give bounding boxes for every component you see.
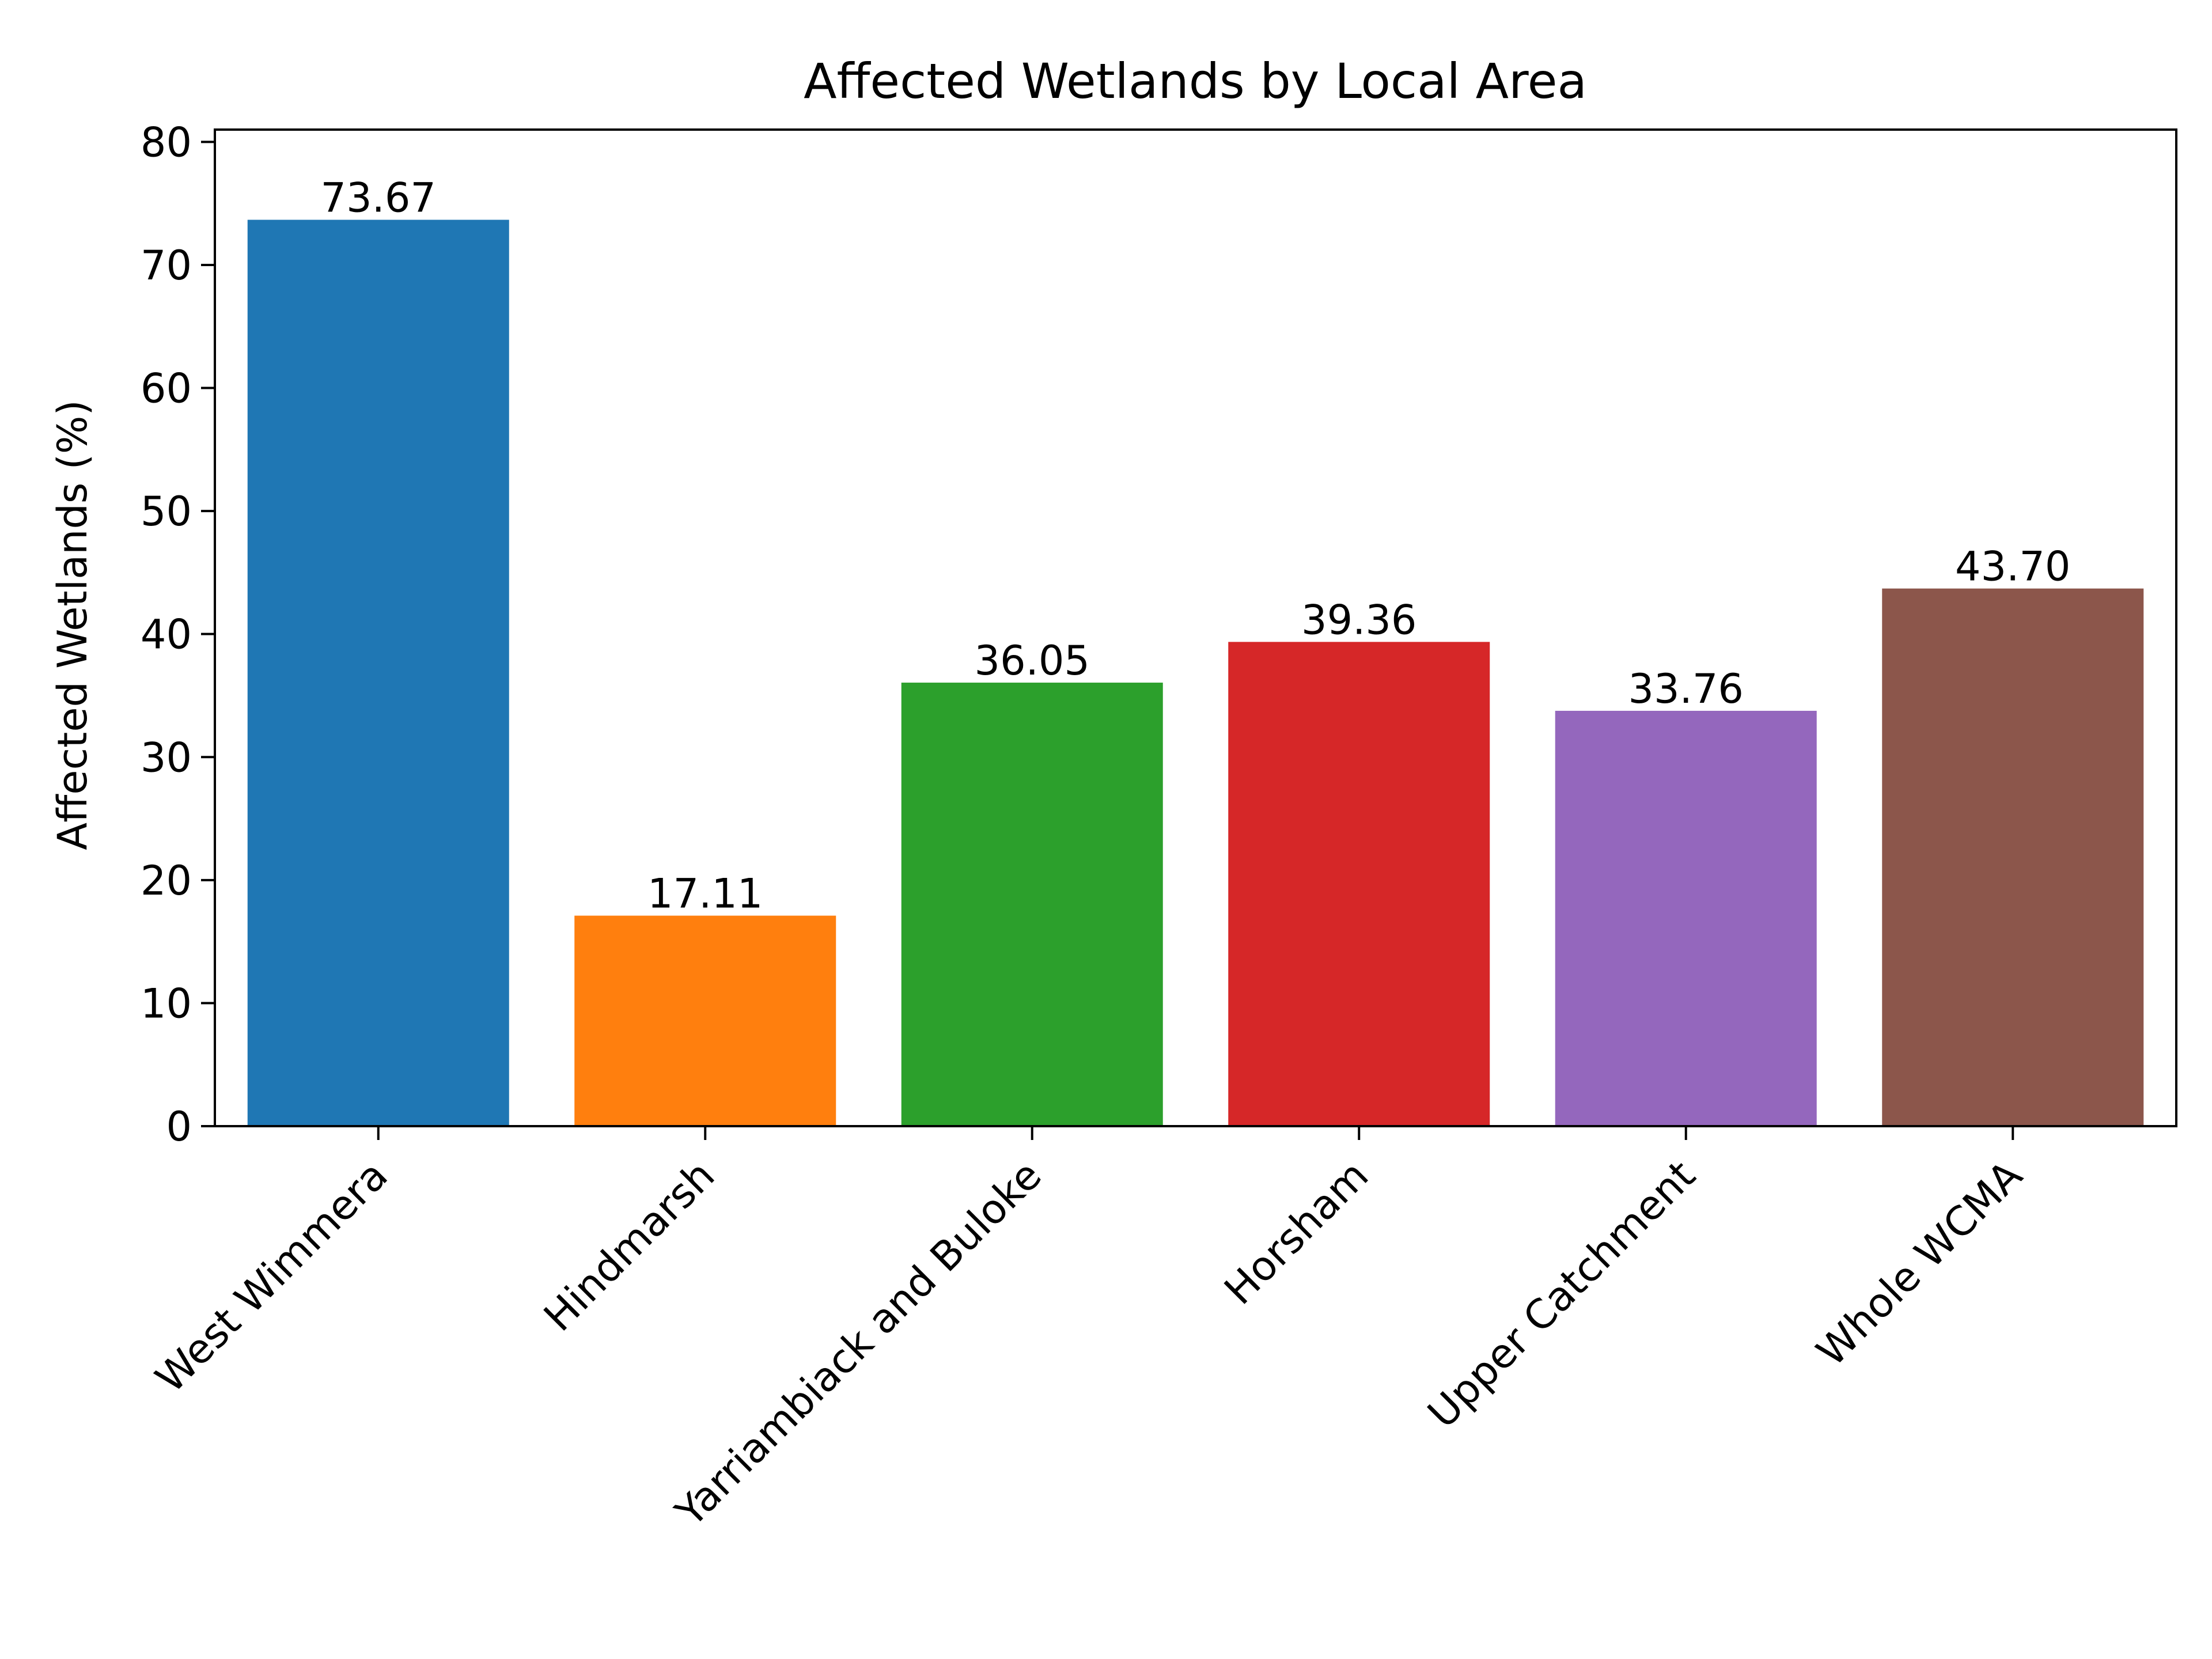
- y-tick-label: 40: [141, 611, 192, 658]
- bar: [1555, 710, 1817, 1126]
- y-tick-label: 70: [141, 242, 192, 289]
- bar: [247, 219, 509, 1126]
- bar-value-label: 17.11: [647, 870, 763, 918]
- y-tick-label: 80: [141, 119, 192, 166]
- y-tick-label: 30: [141, 734, 192, 781]
- bar-value-label: 43.70: [1955, 543, 2070, 590]
- bar-value-label: 39.36: [1301, 596, 1416, 643]
- x-tick-label: Horsham: [1215, 1152, 1378, 1314]
- y-tick-label: 10: [141, 980, 192, 1027]
- bar: [574, 915, 836, 1126]
- x-tick-label: West Wimmera: [146, 1152, 397, 1402]
- y-tick-label: 50: [141, 488, 192, 535]
- bar-value-label: 73.67: [321, 175, 436, 222]
- bar: [1228, 642, 1490, 1126]
- y-tick-label: 0: [166, 1103, 192, 1150]
- y-axis: 0 10 20 30 40 50 60 70 80: [141, 119, 215, 1150]
- y-tick-label: 20: [141, 857, 192, 904]
- bar-value-labels: 73.67 17.11 36.05 39.36 33.76 43.70: [321, 175, 2071, 918]
- x-tick-label: Whole WCMA: [1808, 1152, 2032, 1376]
- bar-value-label: 33.76: [1628, 665, 1744, 713]
- bars-group: [247, 219, 2144, 1126]
- bar: [1882, 588, 2144, 1126]
- y-axis-label: Affected Wetlands (%): [49, 400, 96, 850]
- y-tick-label: 60: [141, 365, 192, 412]
- x-tick-label: Hindmarsh: [535, 1152, 724, 1340]
- bar: [901, 683, 1163, 1126]
- x-tick-label: Yarriambiack and Buloke: [666, 1152, 1051, 1536]
- chart-title: Affected Wetlands by Local Area: [804, 53, 1587, 109]
- x-tick-label: Upper Catchment: [1419, 1152, 1705, 1437]
- bar-value-label: 36.05: [975, 637, 1090, 684]
- plot-frame: [214, 128, 2177, 1127]
